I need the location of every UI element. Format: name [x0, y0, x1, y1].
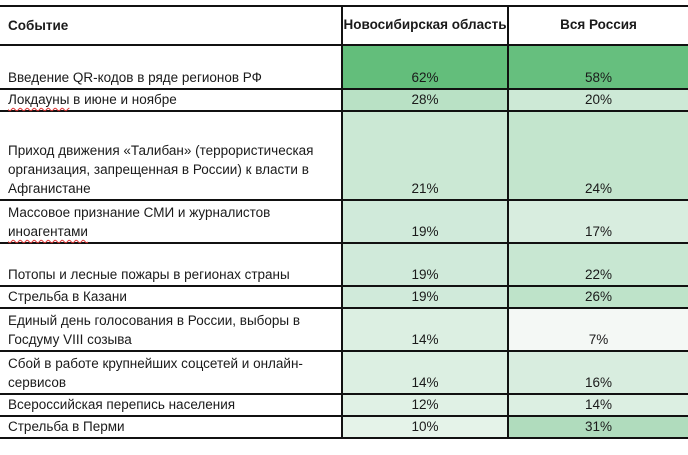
novosibirsk-value: 12% [342, 394, 509, 416]
table-row: Потопы и лесные пожары в регионах страны… [0, 243, 688, 286]
event-cell: Массовое признание СМИ и журналистов ино… [0, 200, 343, 243]
event-cell: Стрельба в Казани [0, 286, 343, 308]
russia-value: 17% [508, 200, 688, 243]
table-row: Приход движения «Талибан» (террористичес… [0, 111, 688, 200]
novosibirsk-value: 21% [342, 111, 509, 200]
russia-value: 26% [508, 286, 688, 308]
novosibirsk-value: 62% [342, 45, 509, 89]
event-cell: Всероссийская перепись населения [0, 394, 343, 416]
table-row: Массовое признание СМИ и журналистов ино… [0, 200, 688, 243]
russia-value: 14% [508, 394, 688, 416]
header-event: Событие [0, 6, 343, 45]
novosibirsk-value: 14% [342, 308, 509, 351]
russia-value: 22% [508, 243, 688, 286]
russia-value: 24% [508, 111, 688, 200]
event-cell: Приход движения «Талибан» (террористичес… [0, 111, 343, 200]
russia-value: 20% [508, 89, 688, 111]
event-cell: Сбой в работе крупнейших соцсетей и онла… [0, 351, 343, 394]
event-cell: Потопы и лесные пожары в регионах страны [0, 243, 343, 286]
table-row: Единый день голосования в России, выборы… [0, 308, 688, 351]
novosibirsk-value: 19% [342, 200, 509, 243]
event-label: Потопы и лесные пожары в регионах страны [8, 267, 290, 282]
event-label: Стрельба в Перми [8, 419, 125, 434]
event-label: Массовое признание СМИ и журналистов ино… [8, 205, 271, 239]
header-russia: Вся Россия [560, 17, 637, 32]
header-novosibirsk: Новосибирская область [342, 6, 509, 45]
novosibirsk-value: 19% [342, 243, 509, 286]
event-label: Всероссийская перепись населения [8, 397, 236, 412]
event-label: Стрельба в Казани [8, 289, 127, 304]
table-row: Всероссийская перепись населения 12% 14% [0, 394, 688, 416]
novosibirsk-value: 19% [342, 286, 509, 308]
russia-value: 7% [508, 308, 688, 351]
table-row: Введение QR-кодов в ряде регионов РФ 62% 5… [0, 45, 688, 89]
event-cell: Введение QR-кодов в ряде регионов РФ [0, 45, 343, 89]
table-row: Локдауны в июне и ноябре 28% 20% [0, 89, 688, 111]
russia-value: 58% [508, 45, 688, 89]
novosibirsk-value: 28% [342, 89, 509, 111]
event-label: Сбой в работе крупнейших соцсетей и онла… [8, 356, 303, 390]
event-cell: Стрельба в Перми [0, 416, 343, 438]
event-label: Введение QR-кодов в ряде регионов РФ [8, 70, 262, 85]
novosibirsk-value: 14% [342, 351, 509, 394]
event-label: Приход движения «Талибан» (террористичес… [8, 143, 314, 196]
event-cell: Локдауны в июне и ноябре [0, 89, 343, 111]
events-table: Событие Новосибирская область Вся Россия… [0, 5, 688, 439]
russia-value: 16% [508, 351, 688, 394]
table-row: Стрельба в Казани 19% 26% [0, 286, 688, 308]
novosibirsk-value: 10% [342, 416, 509, 438]
table-row: Сбой в работе крупнейших соцсетей и онла… [0, 351, 688, 394]
header-row: Событие Новосибирская область Вся Россия [0, 6, 688, 45]
event-label: Единый день голосования в России, выборы… [8, 313, 301, 347]
event-label: Локдауны в июне и ноябре [8, 92, 177, 107]
event-cell: Единый день голосования в России, выборы… [0, 308, 343, 351]
russia-value: 31% [508, 416, 688, 438]
table-row: Стрельба в Перми 10% 31% [0, 416, 688, 438]
